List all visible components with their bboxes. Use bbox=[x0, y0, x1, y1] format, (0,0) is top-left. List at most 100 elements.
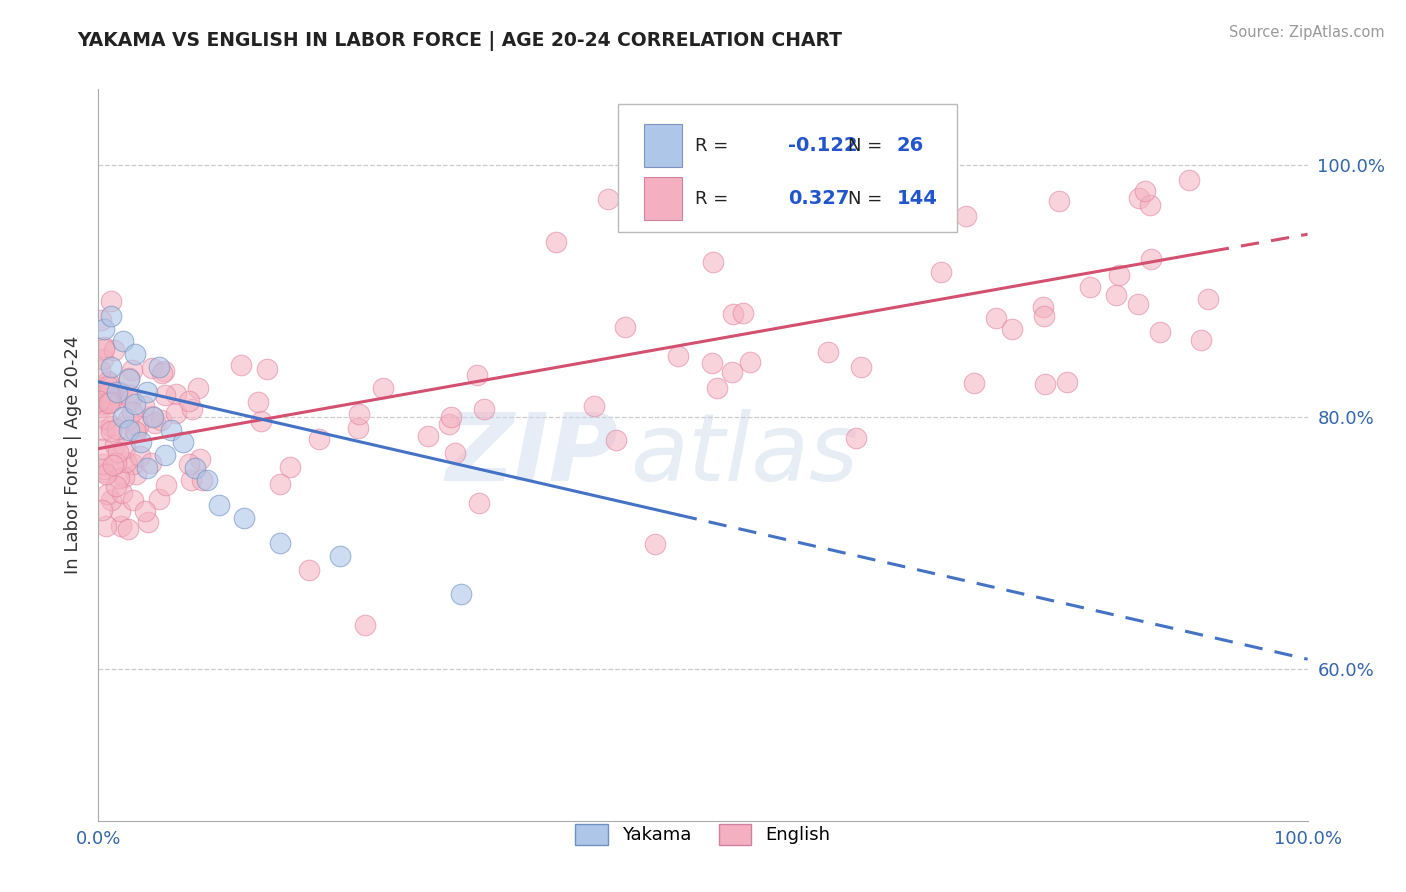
Point bbox=[179, 457, 201, 471]
Point bbox=[93, 396, 115, 410]
Point bbox=[112, 470, 135, 484]
Text: 144: 144 bbox=[897, 189, 938, 209]
Point bbox=[141, 409, 163, 424]
Point bbox=[93, 322, 115, 336]
Text: R =: R = bbox=[695, 136, 734, 154]
Point bbox=[1033, 310, 1056, 324]
Point bbox=[851, 359, 873, 374]
Point bbox=[100, 492, 122, 507]
Point bbox=[962, 376, 984, 390]
Point bbox=[103, 343, 125, 357]
Y-axis label: In Labor Force | Age 20-24: In Labor Force | Age 20-24 bbox=[63, 335, 82, 574]
Point bbox=[111, 485, 134, 500]
Point bbox=[353, 617, 375, 632]
Point bbox=[96, 518, 118, 533]
Point bbox=[1001, 321, 1024, 335]
Point bbox=[135, 384, 157, 399]
Point bbox=[346, 421, 368, 435]
Point bbox=[100, 359, 122, 374]
Point bbox=[955, 209, 977, 223]
Point bbox=[118, 387, 141, 401]
Text: Source: ZipAtlas.com: Source: ZipAtlas.com bbox=[1229, 25, 1385, 40]
Point bbox=[232, 511, 254, 525]
Point bbox=[136, 515, 159, 529]
Point bbox=[100, 386, 122, 401]
Point bbox=[125, 467, 148, 481]
Point bbox=[308, 432, 330, 446]
Text: atlas: atlas bbox=[630, 409, 859, 500]
Point bbox=[134, 400, 156, 414]
Point bbox=[117, 412, 139, 426]
Point bbox=[91, 457, 114, 471]
Point bbox=[121, 363, 143, 377]
Point bbox=[93, 340, 115, 354]
Point bbox=[1108, 268, 1130, 282]
Point bbox=[229, 358, 252, 372]
Point bbox=[190, 452, 212, 467]
Point bbox=[1056, 376, 1078, 390]
Point bbox=[195, 473, 218, 487]
Point bbox=[148, 492, 170, 507]
Point bbox=[1078, 280, 1101, 294]
Point bbox=[118, 423, 141, 437]
Point bbox=[105, 456, 128, 470]
Point bbox=[905, 201, 928, 215]
Point bbox=[706, 381, 728, 395]
Point bbox=[702, 356, 724, 370]
Point bbox=[98, 386, 121, 401]
Point bbox=[440, 409, 463, 424]
Point bbox=[666, 349, 689, 363]
Point bbox=[1033, 377, 1056, 392]
Point bbox=[371, 382, 394, 396]
Point bbox=[148, 359, 170, 374]
Point bbox=[101, 458, 124, 472]
Point bbox=[184, 460, 207, 475]
Point bbox=[329, 549, 352, 563]
Point bbox=[89, 363, 111, 377]
Point bbox=[845, 431, 868, 445]
Point bbox=[105, 422, 128, 436]
Point bbox=[181, 402, 204, 417]
Point bbox=[605, 433, 627, 447]
Point bbox=[153, 364, 176, 378]
Point bbox=[437, 417, 460, 432]
Point bbox=[104, 392, 127, 406]
Point bbox=[100, 294, 122, 309]
Point bbox=[1139, 198, 1161, 212]
Point bbox=[141, 361, 163, 376]
Text: 26: 26 bbox=[897, 136, 924, 155]
Text: 0.327: 0.327 bbox=[787, 189, 849, 209]
Point bbox=[1105, 288, 1128, 302]
Point bbox=[135, 460, 157, 475]
Point bbox=[172, 435, 194, 450]
Point bbox=[97, 396, 120, 410]
FancyBboxPatch shape bbox=[644, 178, 682, 220]
Point bbox=[111, 334, 134, 349]
Point bbox=[97, 385, 120, 400]
Point bbox=[108, 503, 131, 517]
Point bbox=[114, 441, 136, 455]
Point bbox=[702, 255, 724, 269]
Point bbox=[1139, 252, 1161, 266]
Point bbox=[129, 435, 152, 450]
Point bbox=[190, 473, 212, 487]
Point bbox=[91, 442, 114, 457]
Point bbox=[1133, 184, 1156, 198]
Point bbox=[107, 445, 129, 459]
Point bbox=[100, 395, 122, 409]
Point bbox=[165, 386, 187, 401]
Point bbox=[246, 394, 269, 409]
Point bbox=[142, 410, 165, 425]
Point bbox=[93, 423, 115, 437]
Point bbox=[110, 518, 132, 533]
Point bbox=[93, 343, 115, 357]
Point bbox=[100, 393, 122, 408]
Point bbox=[155, 388, 177, 402]
Point bbox=[97, 396, 120, 410]
Point bbox=[134, 504, 156, 518]
Point bbox=[145, 416, 167, 430]
Point bbox=[104, 438, 127, 452]
Point bbox=[472, 401, 495, 416]
Point bbox=[298, 563, 321, 577]
Point bbox=[250, 414, 273, 428]
